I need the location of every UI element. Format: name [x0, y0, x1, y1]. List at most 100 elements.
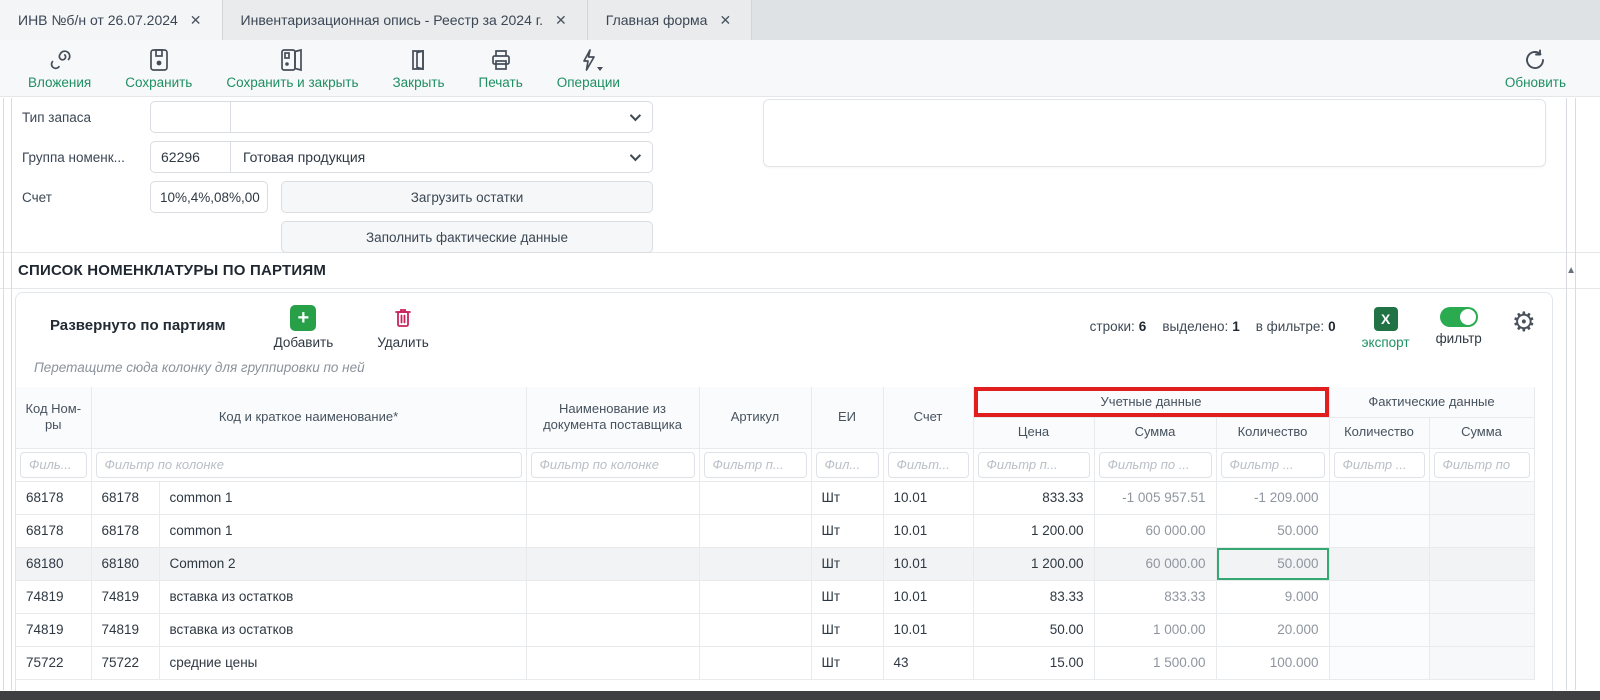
table-cell[interactable]: common 1 — [159, 514, 527, 548]
filter-toggle[interactable]: фильтр — [1436, 307, 1482, 346]
tab-main-form[interactable]: Главная форма ✕ — [587, 0, 753, 40]
table-cell[interactable]: 50.000 — [1216, 547, 1330, 581]
table-cell[interactable] — [526, 481, 700, 515]
print-button[interactable]: Печать — [479, 46, 523, 90]
filter-input-kolvo[interactable] — [1220, 451, 1325, 478]
column-header-kolvo-fact[interactable]: Количество — [1329, 417, 1430, 449]
table-cell[interactable]: Шт — [811, 580, 884, 614]
table-cell[interactable]: 43 — [883, 646, 974, 680]
table-cell[interactable]: Common 2 — [159, 547, 527, 581]
table-cell[interactable]: 68178 — [16, 514, 92, 548]
table-cell[interactable]: 1 200.00 — [973, 514, 1095, 548]
stock-type-code[interactable] — [151, 102, 231, 132]
table-cell[interactable]: -1 209.000 — [1216, 481, 1330, 515]
table-cell[interactable] — [699, 547, 812, 581]
group-header-actual-data[interactable]: Фактические данные — [1329, 387, 1535, 418]
column-header-summa-fact[interactable]: Сумма — [1429, 417, 1535, 449]
table-cell[interactable]: 1 200.00 — [973, 547, 1095, 581]
table-row[interactable]: 74819 74819 вставка из остатков Шт 10.01 50.0… — [16, 613, 1535, 647]
table-cell[interactable]: 10.01 — [883, 580, 974, 614]
table-cell[interactable] — [526, 580, 700, 614]
column-header-supplier-name[interactable]: Наименование из документа поставщика — [526, 387, 700, 449]
table-cell[interactable] — [1429, 481, 1535, 515]
delete-row-button[interactable]: Удалить — [377, 305, 429, 350]
item-group-code[interactable]: 62296 — [151, 142, 231, 172]
table-cell[interactable] — [1329, 646, 1430, 680]
table-cell[interactable]: 68178 — [91, 514, 160, 548]
table-cell[interactable]: Шт — [811, 481, 884, 515]
table-cell[interactable]: 74819 — [91, 580, 160, 614]
table-cell[interactable]: 100.000 — [1216, 646, 1330, 680]
chevron-down-icon[interactable] — [629, 149, 642, 162]
grid-mode-selector[interactable]: Развернуто по партиям — [50, 317, 226, 334]
item-group-combo[interactable]: 62296 Готовая продукция — [150, 141, 653, 173]
table-cell[interactable]: Шт — [811, 514, 884, 548]
filter-input-cena[interactable] — [977, 451, 1090, 478]
table-cell[interactable]: средние цены — [159, 646, 527, 680]
table-cell[interactable]: Шт — [811, 547, 884, 581]
table-cell[interactable] — [1429, 547, 1535, 581]
table-cell[interactable]: 74819 — [16, 613, 92, 647]
load-balances-button[interactable]: Загрузить остатки — [281, 181, 653, 213]
close-icon[interactable]: ✕ — [189, 11, 202, 28]
table-cell[interactable] — [1429, 613, 1535, 647]
table-cell[interactable] — [526, 547, 700, 581]
table-cell[interactable]: 60 000.00 — [1094, 514, 1217, 548]
filter-input-summa-fact[interactable] — [1433, 451, 1530, 478]
chevron-down-icon[interactable] — [629, 109, 642, 122]
table-cell[interactable]: 10.01 — [883, 613, 974, 647]
filter-input-ei[interactable] — [815, 451, 879, 478]
column-header-artikul[interactable]: Артикул — [699, 387, 812, 449]
table-cell[interactable]: 50.00 — [973, 613, 1095, 647]
table-cell[interactable] — [1329, 613, 1430, 647]
filter-input-summa[interactable] — [1098, 451, 1212, 478]
table-row[interactable]: 74819 74819 вставка из остатков Шт 10.01 83.3… — [16, 580, 1535, 614]
table-cell[interactable] — [1329, 481, 1430, 515]
table-cell[interactable] — [1429, 514, 1535, 548]
save-close-button[interactable]: Сохранить и закрыть — [226, 46, 359, 90]
tab-document[interactable]: ИНВ №б/н от 26.07.2024 ✕ — [0, 0, 223, 40]
table-cell[interactable] — [526, 613, 700, 647]
table-cell[interactable] — [1429, 646, 1535, 680]
toggle-on-icon[interactable] — [1439, 307, 1478, 327]
left-scrollbar[interactable] — [3, 98, 12, 690]
table-cell[interactable] — [699, 481, 812, 515]
filter-input-code-name[interactable] — [95, 451, 522, 478]
table-cell[interactable] — [1329, 547, 1430, 581]
table-cell[interactable]: вставка из остатков — [159, 580, 527, 614]
table-cell[interactable] — [699, 514, 812, 548]
attachments-button[interactable]: Вложения — [28, 46, 91, 90]
table-cell[interactable]: 15.00 — [973, 646, 1095, 680]
table-cell[interactable]: Шт — [811, 613, 884, 647]
stock-type-combo[interactable] — [150, 101, 653, 133]
column-header-schet[interactable]: Счет — [883, 387, 974, 449]
table-cell[interactable]: 833.33 — [973, 481, 1095, 515]
table-cell[interactable]: -1 005 957.51 — [1094, 481, 1217, 515]
stock-type-value[interactable] — [231, 102, 630, 132]
table-cell[interactable]: 75722 — [16, 646, 92, 680]
table-cell[interactable] — [526, 514, 700, 548]
table-cell[interactable]: вставка из остатков — [159, 613, 527, 647]
tab-registry[interactable]: Инвентаризационная опись - Реестр за 202… — [222, 0, 588, 40]
table-cell[interactable]: 10.01 — [883, 481, 974, 515]
column-header-code-name[interactable]: Код и краткое наименование* — [91, 387, 527, 449]
column-header-kod[interactable]: Код Ном-ры — [16, 387, 92, 449]
table-cell[interactable] — [1329, 580, 1430, 614]
right-scrollbar[interactable] — [1566, 98, 1576, 690]
table-cell[interactable]: 83.33 — [973, 580, 1095, 614]
close-icon[interactable]: ✕ — [719, 11, 732, 28]
group-header-accounting-data[interactable]: Учетные данные — [973, 387, 1330, 418]
table-cell[interactable]: common 1 — [159, 481, 527, 515]
section-header[interactable]: СПИСОК НОМЕНКЛАТУРЫ ПО ПАРТИЯМ ▲ — [0, 252, 1600, 289]
operations-button[interactable]: Операции — [557, 46, 620, 90]
table-cell[interactable]: 1 500.00 — [1094, 646, 1217, 680]
column-header-kolvo[interactable]: Количество — [1216, 417, 1330, 449]
collapse-icon[interactable]: ▲ — [1566, 265, 1576, 276]
close-icon[interactable]: ✕ — [555, 11, 567, 28]
column-header-ei[interactable]: ЕИ — [811, 387, 884, 449]
table-cell[interactable]: 9.000 — [1216, 580, 1330, 614]
table-row[interactable]: 68180 68180 Common 2 Шт 10.01 1 200.00 60 000.… — [16, 547, 1535, 581]
table-cell[interactable]: 833.33 — [1094, 580, 1217, 614]
filter-input-kod[interactable] — [20, 451, 87, 478]
fill-actual-button[interactable]: Заполнить фактические данные — [281, 221, 653, 253]
